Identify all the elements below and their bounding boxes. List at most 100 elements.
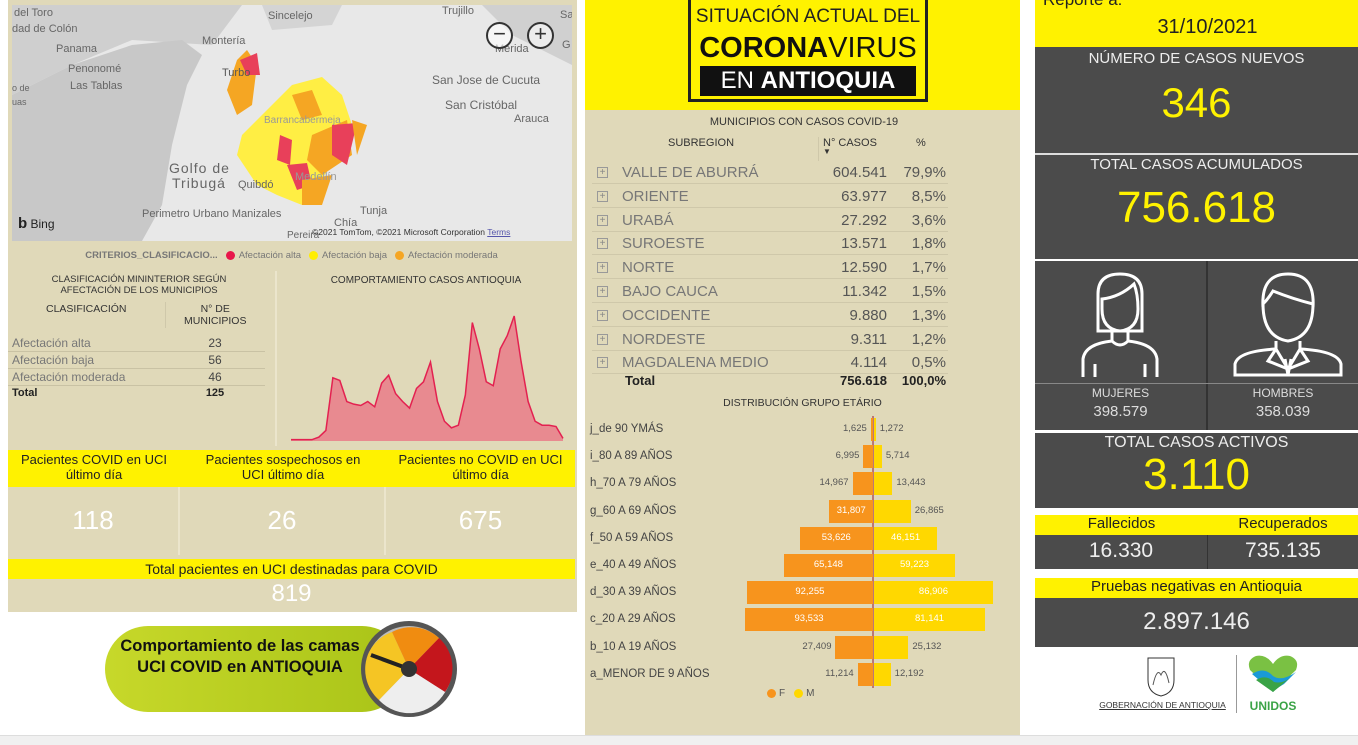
bar-male[interactable] xyxy=(874,499,911,523)
subregion-row[interactable]: + URABÁ 27.292 3,6% xyxy=(592,209,948,232)
subregion-row[interactable]: + SUROESTE 13.571 1,8% xyxy=(592,232,948,256)
expand-icon[interactable]: + xyxy=(597,357,608,369)
subregion-row[interactable]: + NORDESTE 9.311 1,2% xyxy=(592,328,948,351)
bar-value-label: 1,625 xyxy=(842,423,867,434)
bar-female[interactable] xyxy=(783,554,873,577)
deaths-recovered-values: 16.330 735.135 xyxy=(1035,535,1358,569)
expand-icon[interactable]: + xyxy=(597,309,608,321)
subregion-cases: 11.342 xyxy=(842,283,887,300)
women-value: 398.579 xyxy=(1093,403,1148,420)
bar-value-label: 46,151 xyxy=(891,531,921,543)
bar-value-label: 12,192 xyxy=(894,667,924,679)
subregion-cases: 13.571 xyxy=(841,235,887,253)
subregion-row[interactable]: + BAJO CAUCA 11.342 1,5% xyxy=(592,280,948,303)
bar-male[interactable] xyxy=(874,526,938,550)
bar-female[interactable] xyxy=(835,635,873,659)
bar-female[interactable] xyxy=(852,472,873,496)
uci-suspect-label: Pacientes sospechosos en UCI último día xyxy=(205,452,361,482)
man-icon xyxy=(1233,272,1343,377)
bar-female[interactable] xyxy=(870,418,873,441)
legend-item[interactable]: Afectación alta xyxy=(238,249,302,261)
map-label: Montería xyxy=(202,35,246,47)
subregion-row[interactable]: + ORIENTE 63.977 8,5% xyxy=(592,185,948,208)
expand-icon[interactable]: + xyxy=(597,333,608,345)
row-value: 23 xyxy=(165,328,265,352)
subregion-pct: 8,5% xyxy=(911,187,946,205)
legend-item-f[interactable]: F xyxy=(779,688,786,699)
expand-icon[interactable]: + xyxy=(597,190,608,202)
zoom-in-button[interactable]: + xyxy=(527,22,554,49)
col-header-pct[interactable]: % xyxy=(916,137,926,149)
classification-title: CLASIFICACIÓN MININTERIOR SEGÚN AFECTACI… xyxy=(51,274,227,296)
unidos-logo: UNIDOS xyxy=(1244,652,1302,713)
bar-value-label: 5,714 xyxy=(885,450,910,462)
bar-male[interactable] xyxy=(874,554,956,577)
trend-chart-svg xyxy=(291,315,564,441)
bar-male[interactable] xyxy=(874,662,891,686)
legend-dot-icon xyxy=(767,689,776,698)
bottom-scrollbar[interactable] xyxy=(0,735,1358,745)
deaths-label: Fallecidos xyxy=(1087,515,1156,532)
uci-beds-button[interactable]: Comportamiento de las camas UCI COVID en… xyxy=(105,620,460,718)
subregion-cases: 604.541 xyxy=(832,164,887,181)
subregion-row[interactable]: + MAGDALENA MEDIO 4.114 0,5% xyxy=(592,351,948,375)
bar-female[interactable] xyxy=(746,581,873,605)
subregion-pct: 0,5% xyxy=(911,354,946,372)
col-header-subregion[interactable]: SUBREGION xyxy=(668,137,735,149)
age-group-label: d_30 A 39 AÑOS xyxy=(590,586,677,599)
legend-item-m[interactable]: M xyxy=(806,688,815,699)
col-header-cases[interactable]: N° CASOS ▼ xyxy=(818,137,877,161)
row-label: Afectación baja xyxy=(8,351,165,369)
terms-link[interactable]: Terms xyxy=(487,227,511,237)
row-value: 56 xyxy=(165,351,265,369)
subregion-row[interactable]: + NORTE 12.590 1,7% xyxy=(592,256,948,280)
map-label: o de xyxy=(12,83,30,93)
bar-female[interactable] xyxy=(829,499,873,523)
map-label: Turbo xyxy=(222,67,251,79)
age-group-label: g_60 A 69 AÑOS xyxy=(590,504,677,517)
map-label: Quibdó xyxy=(238,179,274,191)
map-label: Arauca xyxy=(514,113,549,125)
pyramid-axis xyxy=(872,416,874,688)
col-header: N° DE MUNICIPIOS xyxy=(164,302,265,328)
subregion-name: ORIENTE xyxy=(622,187,689,205)
map[interactable]: del Toro dad de Colón Panama Penonomé La… xyxy=(12,5,572,241)
subregion-name: VALLE DE ABURRÁ xyxy=(622,164,759,181)
map-label: Las Tablas xyxy=(70,80,123,92)
legend-dot-icon xyxy=(225,250,235,260)
zoom-out-button[interactable]: − xyxy=(486,22,513,49)
bar-female[interactable] xyxy=(857,662,873,686)
row-label: Afectación moderada xyxy=(8,368,165,386)
bar-male[interactable] xyxy=(874,581,993,605)
age-group-label: c_20 A 29 AÑOS xyxy=(590,613,676,626)
classification-table: CLASIFICACIÓN MININTERIOR SEGÚN AFECTACI… xyxy=(8,271,270,446)
expand-icon[interactable]: + xyxy=(597,286,608,297)
subregion-row[interactable]: + OCCIDENTE 9.880 1,3% xyxy=(592,304,948,327)
expand-icon[interactable]: + xyxy=(597,167,608,178)
bar-male[interactable] xyxy=(874,635,909,659)
deaths-recovered-header: Fallecidos Recuperados xyxy=(1035,515,1358,535)
bar-female[interactable] xyxy=(863,445,873,469)
bar-male[interactable] xyxy=(874,418,876,441)
bar-value-label: 25,132 xyxy=(912,640,942,652)
bar-male[interactable] xyxy=(874,608,986,632)
map-label: Medellín xyxy=(295,171,337,183)
expand-icon[interactable]: + xyxy=(597,238,608,250)
expand-icon[interactable]: + xyxy=(597,262,608,274)
subregion-name: MAGDALENA MEDIO xyxy=(622,354,769,372)
map-label: Trujillo xyxy=(442,5,474,17)
recovered-value: 735.135 xyxy=(1245,539,1321,562)
subregion-cases: 63.977 xyxy=(841,187,887,205)
active-cases-value: 3.110 xyxy=(1143,450,1250,499)
subregion-row[interactable]: + VALLE DE ABURRÁ 604.541 79,9% xyxy=(592,161,948,184)
banner: SITUACIÓN ACTUAL DEL CORONAVIRUS EN ANTI… xyxy=(585,0,1020,110)
legend-item[interactable]: Afectación moderada xyxy=(408,249,498,261)
map-copyright: ©2021 TomTom, ©2021 Microsoft Corporatio… xyxy=(312,227,511,237)
bar-female[interactable] xyxy=(745,608,873,632)
expand-icon[interactable]: + xyxy=(597,214,608,226)
subregion-cases: 12.590 xyxy=(841,259,887,277)
bar-male[interactable] xyxy=(874,472,893,496)
bar-female[interactable] xyxy=(799,526,873,550)
legend-item[interactable]: Afectación baja xyxy=(322,249,387,261)
bar-male[interactable] xyxy=(874,445,882,469)
